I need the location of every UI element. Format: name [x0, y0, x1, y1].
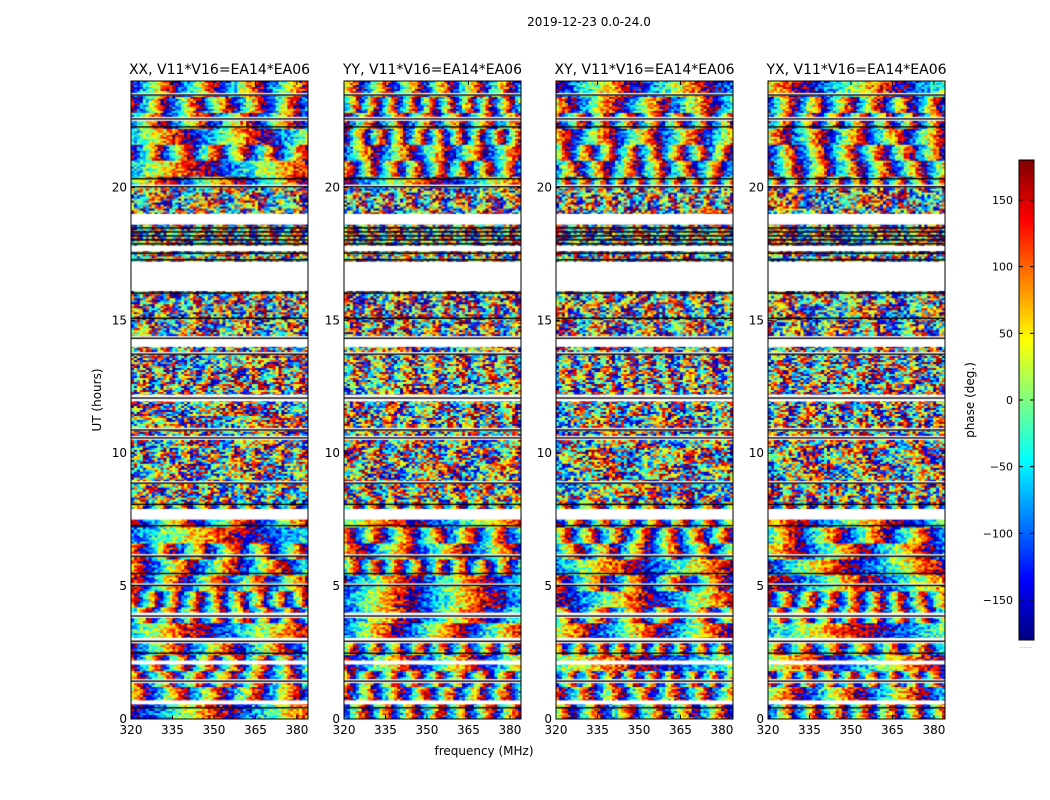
x-tick-label: 335	[161, 723, 184, 737]
x-tick-label: 320	[333, 723, 356, 737]
x-tick-label: 380	[922, 723, 945, 737]
colorbar-footer: ......	[1019, 642, 1032, 650]
x-tick-label: 350	[628, 723, 651, 737]
panel-3-heatmap	[556, 81, 733, 719]
y-tick-label: 0	[119, 712, 127, 726]
y-tick-label: 20	[537, 180, 552, 194]
x-tick-label: 320	[545, 723, 568, 737]
y-tick-label: 0	[544, 712, 552, 726]
panels: XX, V11*V16=EA14*EA06 320 335 350 365 380 0 5 10…	[112, 62, 947, 737]
panel-2-frame	[343, 80, 522, 720]
panel-2-title: YY, V11*V16=EA14*EA06	[342, 62, 522, 78]
panel-4-heatmap	[768, 81, 945, 719]
y-tick-label: 20	[112, 180, 127, 194]
panel-1: XX, V11*V16=EA14*EA06 320 335 350 365 380 0 5 10…	[112, 62, 310, 737]
x-tick-label: 365	[669, 723, 692, 737]
y-tick-label: 10	[325, 446, 340, 460]
colorbar: 150 100 50 0 −50 −100 −150	[983, 159, 1035, 641]
y-axis-label: UT (hours)	[90, 368, 104, 431]
y-tick-label: 15	[537, 313, 552, 327]
y-tick-label: 5	[332, 579, 340, 593]
x-tick-label: 335	[586, 723, 609, 737]
y-tick-label: 0	[332, 712, 340, 726]
panel-3-frame	[555, 80, 734, 720]
y-tick-label: 5	[119, 579, 127, 593]
colorbar-tick-label: 50	[999, 327, 1013, 340]
x-tick-label: 365	[457, 723, 480, 737]
x-tick-label: 335	[374, 723, 397, 737]
colorbar-label: phase (deg.)	[963, 362, 977, 438]
y-tick-label: 0	[756, 712, 764, 726]
y-tick-label: 10	[112, 446, 127, 460]
x-tick-label: 365	[244, 723, 267, 737]
panel-3-title: XY, V11*V16=EA14*EA06	[554, 62, 734, 78]
x-tick-label: 350	[203, 723, 226, 737]
y-tick-label: 20	[749, 180, 764, 194]
x-tick-label: 380	[498, 723, 521, 737]
colorbar-tick-label: −50	[990, 461, 1013, 474]
x-tick-label: 380	[285, 723, 308, 737]
x-tick-label: 350	[416, 723, 439, 737]
y-tick-label: 20	[325, 180, 340, 194]
x-tick-label: 320	[120, 723, 143, 737]
figure-title: 2019-12-23 0.0-24.0	[527, 15, 651, 29]
colorbar-tick-label: −150	[983, 594, 1013, 607]
y-tick-label: 10	[537, 446, 552, 460]
x-tick-label: 335	[798, 723, 821, 737]
panel-4-frame	[767, 80, 946, 720]
panel-1-frame	[130, 80, 309, 720]
colorbar-tick-label: −100	[983, 527, 1013, 540]
colorbar-tick-label: 100	[992, 261, 1013, 274]
y-tick-label: 5	[544, 579, 552, 593]
y-tick-label: 5	[756, 579, 764, 593]
panel-1-title: XX, V11*V16=EA14*EA06	[129, 62, 310, 78]
y-tick-label: 15	[112, 313, 127, 327]
panel-1-heatmap	[131, 81, 308, 719]
x-tick-label: 320	[757, 723, 780, 737]
panel-4: YX, V11*V16=EA14*EA06 320 335 350 365 380 0 5 10…	[749, 62, 947, 737]
x-tick-label: 350	[840, 723, 863, 737]
panel-2-heatmap	[344, 81, 521, 719]
y-tick-label: 15	[749, 313, 764, 327]
panel-3: XY, V11*V16=EA14*EA06 320 335 350 365 380 0 5 10…	[537, 62, 735, 737]
x-axis-label: frequency (MHz)	[434, 744, 533, 758]
colorbar-tick-label: 0	[1006, 394, 1013, 407]
y-tick-label: 15	[325, 313, 340, 327]
colorbar-tick-label: 150	[992, 194, 1013, 207]
y-tick-label: 10	[749, 446, 764, 460]
x-tick-label: 365	[881, 723, 904, 737]
panel-4-title: YX, V11*V16=EA14*EA06	[765, 62, 946, 78]
x-tick-label: 380	[710, 723, 733, 737]
panel-2: YY, V11*V16=EA14*EA06 320 335 350 365 380 0 5 10…	[325, 62, 522, 737]
